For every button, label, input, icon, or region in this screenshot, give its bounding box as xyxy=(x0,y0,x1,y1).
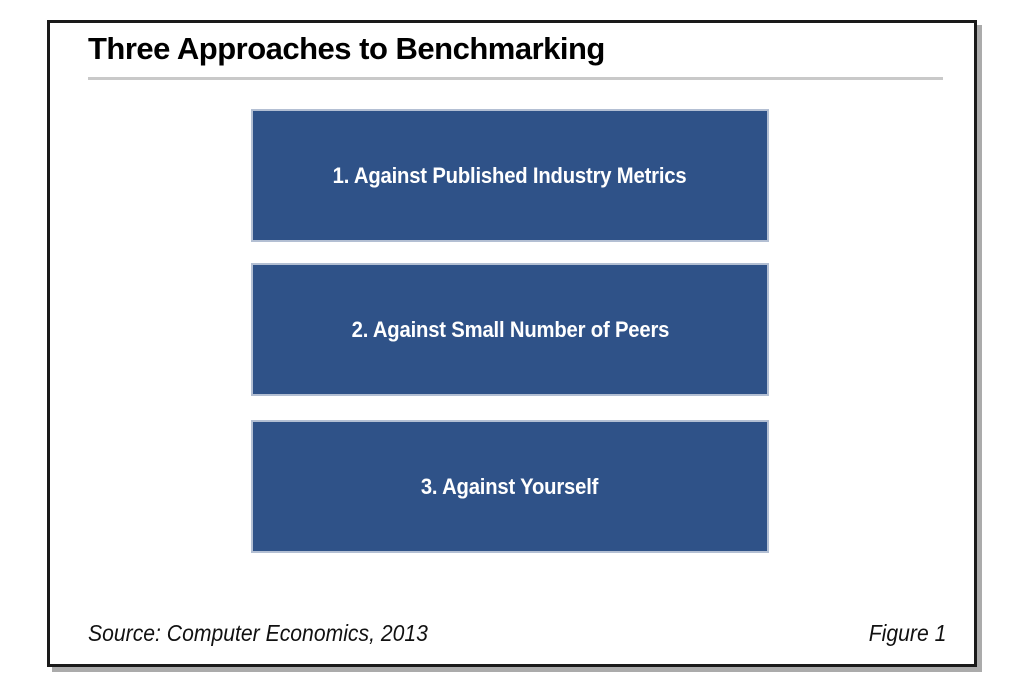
approach-box-published-metrics: 1. Against Published Industry Metrics xyxy=(251,109,769,242)
approach-box-2-label: 2. Against Small Number of Peers xyxy=(351,316,669,342)
figure-title: Three Approaches to Benchmarking xyxy=(88,31,605,66)
figure-footer: Source: Computer Economics, 2013 Figure … xyxy=(88,620,946,647)
approach-box-3-label: 3. Against Yourself xyxy=(421,473,599,499)
title-underline xyxy=(88,77,943,80)
approach-box-peers: 2. Against Small Number of Peers xyxy=(251,263,769,396)
figure-number: Figure 1 xyxy=(868,620,946,646)
approach-box-1-label: 1. Against Published Industry Metrics xyxy=(333,162,687,188)
figure-frame: Three Approaches to Benchmarking 1. Agai… xyxy=(47,20,977,667)
approach-box-yourself: 3. Against Yourself xyxy=(251,420,769,553)
source-text: Source: Computer Economics, 2013 xyxy=(88,620,428,646)
